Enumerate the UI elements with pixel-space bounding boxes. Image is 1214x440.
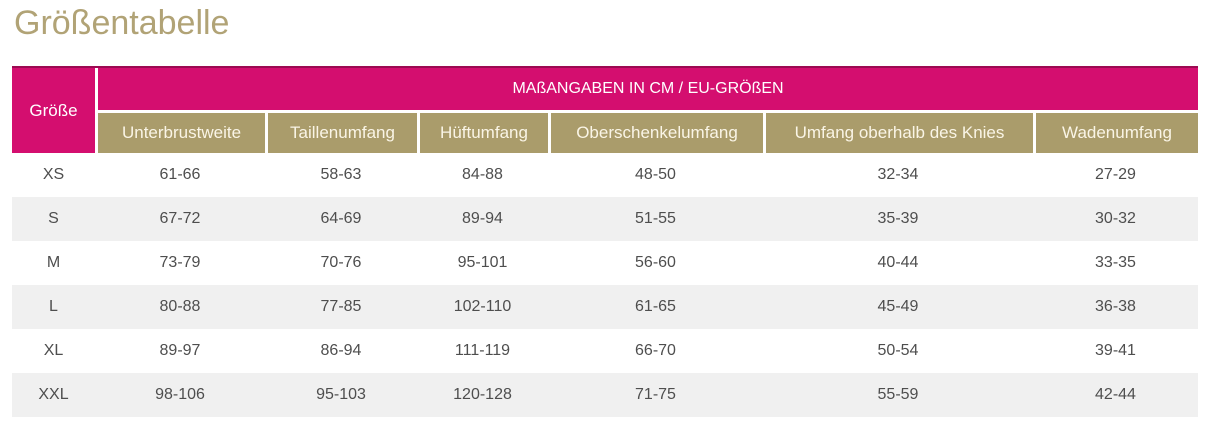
table-cell: 98-106 <box>95 373 265 417</box>
table-cell: 50-54 <box>877 342 919 359</box>
table-cell: 42-44 <box>1033 373 1198 417</box>
column-header-unterbrustweite: Unterbrustweite <box>95 113 265 153</box>
table-cell: 55-59 <box>763 373 1033 417</box>
table-cell: 32-34 <box>877 166 919 183</box>
table-cell: 51-55 <box>548 197 763 241</box>
table-cell: 58-63 <box>320 166 362 183</box>
table-cell: 61-65 <box>548 285 763 329</box>
table-cell: 89-97 <box>159 342 201 359</box>
table-row-m: M 73-79 70-76 95-101 56-60 40-44 33-35 <box>12 241 1198 285</box>
table-cell: 39-41 <box>1095 342 1136 359</box>
table-cell: 40-44 <box>877 254 919 271</box>
column-header-umfang-oberhalb-des-knies: Umfang oberhalb des Knies <box>763 113 1033 153</box>
table-cell: 120-128 <box>417 373 548 417</box>
table-cell: 89-94 <box>417 197 548 241</box>
table-row-l: L 80-88 77-85 102-110 61-65 45-49 36-38 <box>12 285 1198 329</box>
table-cell: 30-32 <box>1033 197 1198 241</box>
size-label: XL <box>43 342 64 359</box>
size-table: Größe MAßANGABEN IN CM / EU-GRÖßEN Unter… <box>12 66 1198 417</box>
table-cell: 45-49 <box>763 285 1033 329</box>
table-cell: 27-29 <box>1095 166 1136 183</box>
table-cell: 111-119 <box>454 342 511 359</box>
table-cell: 56-60 <box>635 254 676 271</box>
table-row-xl: XL 89-97 86-94 111-119 66-70 50-54 39-41 <box>12 329 1198 373</box>
table-cell: 48-50 <box>635 166 676 183</box>
table-cell: 67-72 <box>95 197 265 241</box>
size-chart-page: Größentabelle Größe MAßANGABEN IN CM / E… <box>12 4 1198 417</box>
column-header-hueftumfang: Hüftumfang <box>417 113 548 153</box>
size-label: L <box>12 285 95 329</box>
table-cell: 73-79 <box>159 254 201 271</box>
column-header-wadenumfang: Wadenumfang <box>1033 113 1198 153</box>
table-cell: 84-88 <box>462 166 503 183</box>
table-cell: 95-103 <box>265 373 417 417</box>
table-cell: 61-66 <box>159 166 201 183</box>
size-label: XS <box>42 166 65 183</box>
table-cell: 95-101 <box>457 254 508 271</box>
page-title: Größentabelle <box>14 4 230 42</box>
table-cell: 33-35 <box>1095 254 1136 271</box>
table-row-xs: XS 61-66 58-63 84-88 48-50 32-34 27-29 <box>12 153 1198 197</box>
size-label: XXL <box>12 373 95 417</box>
size-column-header: Größe <box>12 68 95 153</box>
table-row-xxl: XXL 98-106 95-103 120-128 71-75 55-59 42… <box>12 373 1198 417</box>
table-cell: 102-110 <box>417 285 548 329</box>
table-cell: 86-94 <box>320 342 362 359</box>
table-cell: 66-70 <box>635 342 676 359</box>
table-cell: 36-38 <box>1033 285 1198 329</box>
table-cell: 77-85 <box>265 285 417 329</box>
table-header: Größe MAßANGABEN IN CM / EU-GRÖßEN Unter… <box>12 68 1198 153</box>
table-cell: 70-76 <box>320 254 362 271</box>
column-header-taillenumfang: Taillenumfang <box>265 113 417 153</box>
column-header-oberschenkelumfang: Oberschenkelumfang <box>548 113 763 153</box>
size-label: M <box>46 254 61 271</box>
group-header: MAßANGABEN IN CM / EU-GRÖßEN <box>95 68 1198 113</box>
size-label: S <box>12 197 95 241</box>
table-cell: 71-75 <box>548 373 763 417</box>
table-cell: 64-69 <box>265 197 417 241</box>
table-row-s: S 67-72 64-69 89-94 51-55 35-39 30-32 <box>12 197 1198 241</box>
table-cell: 80-88 <box>95 285 265 329</box>
table-cell: 35-39 <box>763 197 1033 241</box>
